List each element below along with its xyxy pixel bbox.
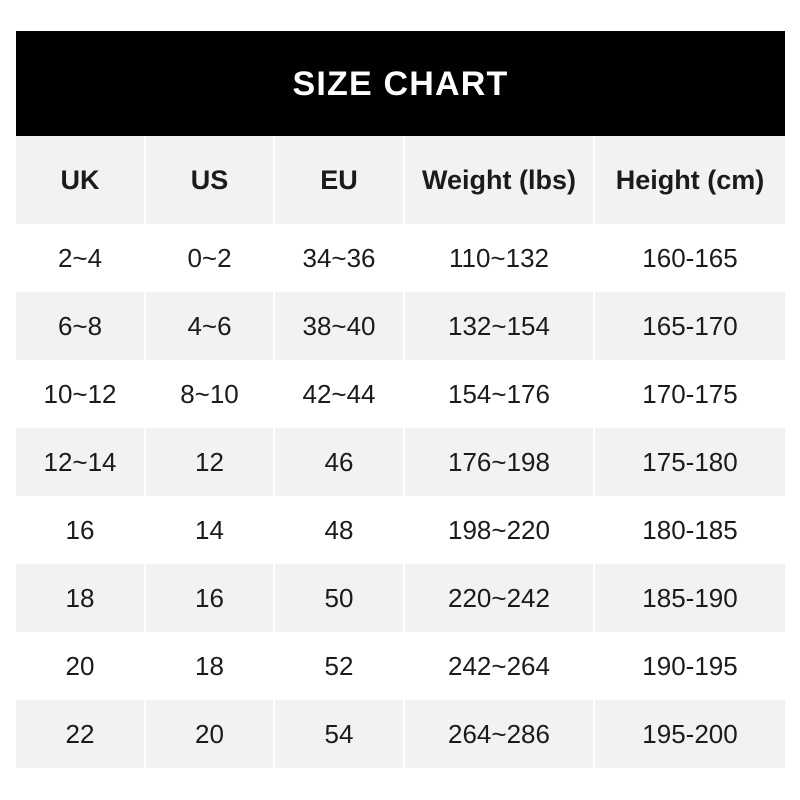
cell-height: 195-200 [595,700,785,768]
cell-eu: 38~40 [275,292,405,360]
cell-weight: 132~154 [405,292,595,360]
table-header: UK US EU Weight (lbs) Height (cm) [16,136,785,224]
cell-height: 175-180 [595,428,785,496]
cell-height: 185-190 [595,564,785,632]
cell-eu: 42~44 [275,360,405,428]
cell-eu: 52 [275,632,405,700]
table-row: 18 16 50 220~242 185-190 [16,564,785,632]
cell-eu: 34~36 [275,224,405,292]
cell-us: 20 [146,700,275,768]
cell-uk: 12~14 [16,428,146,496]
table-row: 22 20 54 264~286 195-200 [16,700,785,768]
column-header-us: US [146,136,275,224]
table-row: 16 14 48 198~220 180-185 [16,496,785,564]
cell-weight: 154~176 [405,360,595,428]
cell-height: 180-185 [595,496,785,564]
cell-us: 18 [146,632,275,700]
cell-eu: 50 [275,564,405,632]
table-row: 20 18 52 242~264 190-195 [16,632,785,700]
cell-weight: 176~198 [405,428,595,496]
cell-height: 160-165 [595,224,785,292]
table-row: 6~8 4~6 38~40 132~154 165-170 [16,292,785,360]
cell-uk: 10~12 [16,360,146,428]
cell-uk: 16 [16,496,146,564]
cell-us: 8~10 [146,360,275,428]
column-header-eu: EU [275,136,405,224]
size-chart-title-banner: SIZE CHART [16,31,785,136]
cell-weight: 110~132 [405,224,595,292]
size-chart-table: UK US EU Weight (lbs) Height (cm) 2~4 0~… [16,136,785,768]
cell-height: 190-195 [595,632,785,700]
cell-height: 165-170 [595,292,785,360]
cell-weight: 198~220 [405,496,595,564]
table-row: 10~12 8~10 42~44 154~176 170-175 [16,360,785,428]
size-chart-container: SIZE CHART UK US EU Weight (lbs) Height … [16,31,785,768]
table-header-row: UK US EU Weight (lbs) Height (cm) [16,136,785,224]
cell-uk: 2~4 [16,224,146,292]
column-header-uk: UK [16,136,146,224]
cell-weight: 242~264 [405,632,595,700]
page-title: SIZE CHART [292,64,509,103]
cell-uk: 18 [16,564,146,632]
table-row: 2~4 0~2 34~36 110~132 160-165 [16,224,785,292]
cell-weight: 264~286 [405,700,595,768]
table-body: 2~4 0~2 34~36 110~132 160-165 6~8 4~6 38… [16,224,785,768]
cell-uk: 22 [16,700,146,768]
column-header-height: Height (cm) [595,136,785,224]
cell-us: 4~6 [146,292,275,360]
cell-us: 14 [146,496,275,564]
cell-us: 16 [146,564,275,632]
cell-eu: 54 [275,700,405,768]
cell-uk: 6~8 [16,292,146,360]
cell-weight: 220~242 [405,564,595,632]
cell-uk: 20 [16,632,146,700]
cell-us: 12 [146,428,275,496]
cell-us: 0~2 [146,224,275,292]
table-row: 12~14 12 46 176~198 175-180 [16,428,785,496]
cell-eu: 46 [275,428,405,496]
cell-height: 170-175 [595,360,785,428]
cell-eu: 48 [275,496,405,564]
column-header-weight: Weight (lbs) [405,136,595,224]
